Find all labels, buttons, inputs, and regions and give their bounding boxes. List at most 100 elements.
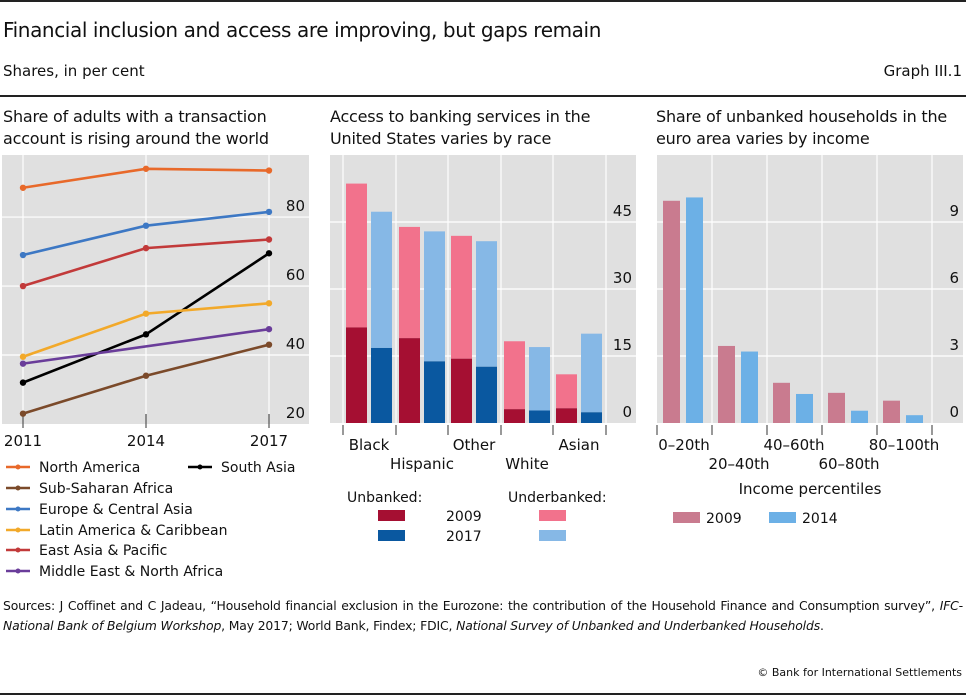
header-rule — [0, 95, 966, 97]
panel2-category-label: Black — [349, 436, 390, 454]
bar-unbanked-2009 — [399, 338, 420, 423]
bar-underbanked-2009 — [346, 183, 367, 328]
panel3-category-label: 60–80th — [818, 455, 879, 473]
legend-marker — [197, 464, 203, 470]
panel3-category-label: 80–100th — [869, 436, 940, 454]
bar-underbanked-2017 — [371, 211, 392, 348]
data-point — [142, 165, 150, 172]
sources-note: Sources: J Coffinet and C Jadeau, “House… — [3, 596, 963, 636]
data-point — [142, 310, 150, 317]
panel1-ytick-label: 40 — [286, 335, 305, 353]
legend-swatch-underbanked-2009 — [539, 510, 566, 521]
legend-swatch-underbanked-2017 — [539, 530, 566, 541]
sources-italic-1: IFC-National Bank of Belgium Workshop — [3, 598, 963, 633]
data-point — [19, 184, 27, 191]
legend-label: South Asia — [221, 460, 295, 476]
panel1-title-line2: account is rising around the world — [3, 129, 269, 148]
bar-unbanked-2017 — [476, 366, 497, 423]
bar-underbanked-2017 — [581, 333, 602, 413]
data-point — [142, 222, 150, 229]
data-point — [19, 251, 27, 259]
bar-underbanked-2009 — [451, 235, 472, 359]
series-line-middle-east-north-africa — [22, 327, 270, 365]
bar-unbanked-2017 — [581, 412, 602, 423]
sources-text-3: . — [820, 618, 824, 633]
legend-year-2009: 2009 — [446, 509, 482, 525]
panel2-ytick-label: 45 — [613, 202, 632, 220]
bar-unbanked-2009 — [504, 409, 525, 423]
bar-2014 — [741, 351, 758, 423]
figure-subtitle: Shares, in per cent — [3, 62, 145, 80]
panel2-ytick-label: 30 — [613, 269, 632, 287]
legend-marker — [15, 527, 21, 533]
bar-unbanked-2009 — [346, 327, 367, 423]
bar-underbanked-2009 — [556, 374, 577, 409]
bar-2009 — [773, 382, 790, 423]
panel1-plot-background — [2, 155, 309, 424]
top-rule — [0, 0, 966, 2]
bar-underbanked-2009 — [399, 226, 420, 339]
bar-unbanked-2017 — [529, 410, 550, 423]
panel1-line-chart: 20 40 60 80 2011 2014 2017 North America South A… — [2, 155, 309, 580]
bar-unbanked-2017 — [371, 347, 392, 423]
legend-year-2017: 2017 — [446, 529, 482, 545]
bar-underbanked-2017 — [529, 347, 550, 411]
bar-unbanked-2009 — [451, 358, 472, 423]
panel2-category-label: Asian — [559, 436, 600, 454]
legend-title-underbanked: Underbanked: — [508, 490, 607, 506]
panel3-title: Share of unbanked households in the euro… — [656, 106, 947, 150]
legend-label: Europe & Central Asia — [39, 502, 193, 518]
bottom-rule — [0, 693, 966, 695]
legend-label: Sub-Saharan Africa — [39, 481, 173, 497]
data-point — [265, 341, 273, 348]
bar-2014 — [686, 197, 703, 423]
bar-2009 — [883, 400, 900, 423]
panel2-category-label: Hispanic — [390, 455, 454, 473]
panel2-category-label: White — [505, 455, 549, 473]
graph-number: Graph III.1 — [883, 62, 962, 80]
legend-swatch-unbanked-2009 — [378, 510, 405, 521]
legend-marker — [15, 568, 21, 574]
legend-label: East Asia & Pacific — [39, 543, 167, 559]
data-point — [19, 379, 27, 386]
bar-unbanked-2017 — [424, 361, 445, 423]
data-point — [19, 410, 27, 417]
bar-2014 — [796, 393, 813, 423]
panel3-ytick-label: 0 — [949, 403, 959, 421]
panel1-xtick-label: 2014 — [127, 432, 165, 450]
legend-swatch-2014 — [769, 512, 796, 523]
data-point — [142, 372, 150, 379]
panel1-xtick-label: 2017 — [250, 432, 288, 450]
data-point — [265, 167, 273, 174]
panel3-category-label: 0–20th — [658, 436, 710, 454]
panel3-ytick-label: 6 — [949, 269, 959, 287]
legend-title-unbanked: Unbanked: — [347, 490, 422, 506]
panel2-ytick-label: 15 — [613, 336, 632, 354]
panel1-xtick-label: 2011 — [4, 432, 42, 450]
data-point — [265, 325, 273, 333]
data-point — [142, 331, 150, 338]
data-point — [265, 236, 273, 243]
figure-title: Financial inclusion and access are impro… — [3, 18, 601, 42]
bar-2009 — [718, 345, 735, 423]
data-point — [265, 250, 273, 257]
panel3-ytick-label: 3 — [949, 336, 959, 354]
legend-marker — [15, 464, 21, 470]
legend-marker — [15, 485, 21, 491]
panel2-category-label: Other — [453, 436, 496, 454]
panel1-title-line1: Share of adults with a transaction — [3, 107, 267, 126]
panel3-category-label: 20–40th — [708, 455, 769, 473]
legend-swatch-2009 — [673, 512, 700, 523]
legend-label: Middle East & North Africa — [39, 564, 223, 580]
bar-underbanked-2017 — [476, 241, 497, 367]
data-point — [19, 282, 27, 290]
data-point — [19, 353, 27, 360]
bar-underbanked-2017 — [424, 231, 445, 362]
legend-label: Latin America & Caribbean — [39, 523, 228, 539]
panel1-ytick-label: 20 — [286, 404, 305, 422]
data-point — [142, 244, 150, 252]
panel3-x-axis-label: Income percentiles — [739, 480, 882, 498]
